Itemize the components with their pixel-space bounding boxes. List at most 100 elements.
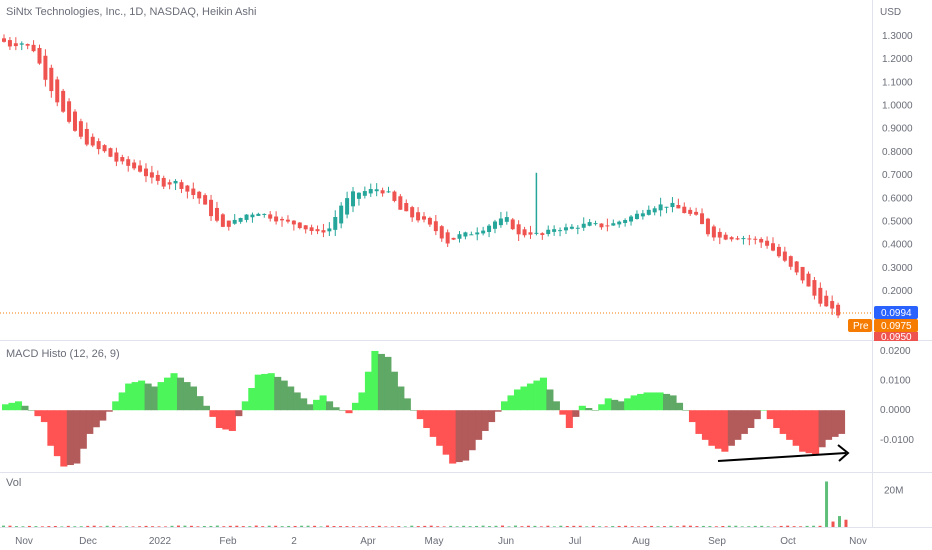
volume-bar — [53, 525, 57, 527]
macd-histogram-bar — [494, 410, 502, 412]
macd-histogram-bar — [274, 376, 282, 411]
volume-bar — [650, 525, 654, 527]
volume-bar — [714, 526, 718, 527]
candle-body — [274, 216, 279, 222]
macd-histogram-bar — [442, 410, 450, 455]
candle-body — [522, 229, 527, 236]
volume-bar — [481, 525, 485, 527]
divergence-arrow[interactable] — [717, 444, 850, 462]
volume-bar — [572, 525, 576, 527]
volume-bar — [170, 525, 174, 527]
candle-body — [753, 238, 758, 240]
candle-body — [794, 261, 799, 273]
axis-ticks: 1.3000 1.2000 1.1000 1.0000 0.9000 0.8000 0.70… — [15, 31, 914, 547]
candle-body — [433, 221, 438, 232]
macd-histogram-bar — [721, 410, 729, 452]
macd-histogram-bar — [559, 410, 567, 415]
volume-bar — [578, 525, 582, 527]
macd-histogram-bar — [2, 404, 10, 411]
candle-body — [368, 188, 373, 194]
candle-body — [504, 217, 509, 222]
volume-bar — [300, 525, 304, 527]
macd-histogram-bar — [151, 386, 159, 411]
candle-body — [309, 227, 314, 232]
macd-histogram-bar — [526, 383, 535, 411]
volume-bar — [760, 525, 764, 527]
candle-body — [380, 190, 385, 194]
macd-histogram-bar — [565, 410, 573, 428]
candle-body — [682, 206, 687, 214]
volume-bar — [351, 526, 355, 527]
volume-bar — [747, 526, 751, 527]
volume-bar — [488, 526, 492, 527]
price-tick-label: 1.1000 — [882, 77, 913, 88]
candle-body — [143, 168, 148, 177]
candle-body — [120, 157, 125, 162]
macd-histogram-bar — [202, 405, 210, 411]
volume-bar — [86, 525, 90, 527]
candle-body — [836, 304, 841, 316]
volume-bar — [695, 526, 699, 527]
macd-histogram-bar — [799, 410, 807, 452]
macd-histogram-bar — [546, 389, 554, 411]
macd-histogram-bar — [390, 371, 398, 411]
candle-body — [19, 43, 24, 45]
time-tick-label: Feb — [219, 536, 237, 547]
candle-body — [729, 237, 734, 240]
macd-histogram-bar — [481, 410, 489, 431]
candle-body — [617, 221, 622, 225]
macd-histogram-bar — [267, 373, 275, 411]
volume-bar — [812, 525, 816, 527]
price-tick-label: 0.3000 — [882, 263, 913, 274]
volume-bar — [617, 525, 621, 527]
macd-histogram-bar — [449, 410, 457, 464]
price-tick-label: 0.7000 — [882, 170, 913, 181]
macd-histogram-bar — [539, 377, 547, 411]
macd-histogram — [2, 350, 846, 467]
volume-bar — [838, 516, 841, 527]
macd-histogram-bar — [338, 410, 347, 411]
candle-body — [700, 213, 705, 225]
candle-body — [185, 185, 190, 192]
time-tick-label: Oct — [780, 536, 796, 547]
macd-histogram-bar — [209, 410, 217, 417]
macd-histogram-bar — [371, 350, 379, 411]
volume-bar — [338, 526, 342, 527]
time-tick-label: May — [425, 536, 444, 547]
candle-body — [788, 256, 793, 267]
candle-body — [232, 219, 237, 224]
candle-body — [670, 202, 675, 208]
macd-histogram-bar — [818, 410, 826, 448]
macd-histogram-bar — [105, 410, 113, 412]
macd-histogram-bar — [164, 377, 172, 411]
candle-body — [575, 227, 580, 229]
volume-bar — [436, 526, 440, 527]
candle-body — [818, 287, 823, 304]
candle-body — [285, 219, 290, 222]
candle-body — [67, 101, 72, 122]
candle-body — [280, 218, 285, 221]
volume-bar — [734, 525, 738, 527]
candle-body — [72, 111, 77, 131]
candle-body — [735, 238, 740, 240]
candle-body — [569, 226, 574, 229]
volume-bar — [773, 526, 777, 527]
macd-histogram-bar — [630, 395, 638, 411]
candle-body — [646, 209, 651, 215]
macd-histogram-bar — [144, 383, 152, 411]
candle-body — [179, 182, 184, 189]
time-tick-label: Nov — [15, 536, 33, 547]
macd-histogram-bar — [235, 410, 243, 417]
volume-bar — [546, 525, 550, 527]
candle-body — [262, 213, 267, 215]
volume-bar — [125, 526, 129, 527]
candle-body — [214, 207, 219, 221]
macd-histogram-bar — [507, 395, 515, 411]
price-tick-label: 0.2000 — [882, 286, 913, 297]
price-tick-label: 1.2000 — [882, 54, 913, 65]
macd-histogram-bar — [598, 404, 606, 411]
macd-histogram-bar — [501, 401, 509, 411]
candle-body — [658, 204, 663, 211]
macd-histogram-bar — [604, 398, 612, 411]
candle-body — [226, 220, 231, 227]
